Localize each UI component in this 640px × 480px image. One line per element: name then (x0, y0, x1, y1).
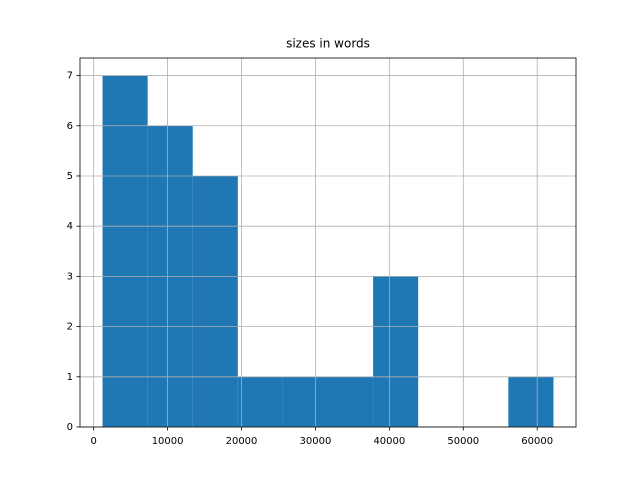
bar (102, 75, 148, 428)
y-tick-label: 4 (67, 221, 73, 232)
y-tick-label: 2 (67, 322, 73, 333)
bar (328, 376, 374, 427)
x-tick-label: 30000 (300, 436, 332, 447)
plot-frame (79, 57, 577, 428)
y-tick-label: 3 (67, 271, 73, 282)
x-tick-label: 40000 (373, 436, 405, 447)
y-tick-label: 0 (67, 422, 73, 433)
x-tick-label: 50000 (447, 436, 479, 447)
y-tick-label: 6 (67, 121, 73, 132)
x-tick-label: 0 (90, 436, 96, 447)
y-tick-label: 1 (67, 372, 73, 383)
bar (373, 276, 419, 427)
x-tick-label: 60000 (521, 436, 553, 447)
chart-title: sizes in words (286, 37, 370, 51)
y-tick-label: 5 (67, 171, 73, 182)
bar (282, 376, 328, 427)
bar (237, 376, 283, 427)
x-tick-label: 10000 (152, 436, 184, 447)
x-tick-label: 20000 (226, 436, 258, 447)
y-tick-label: 7 (67, 71, 73, 82)
bar (508, 376, 554, 427)
bar (192, 175, 238, 427)
